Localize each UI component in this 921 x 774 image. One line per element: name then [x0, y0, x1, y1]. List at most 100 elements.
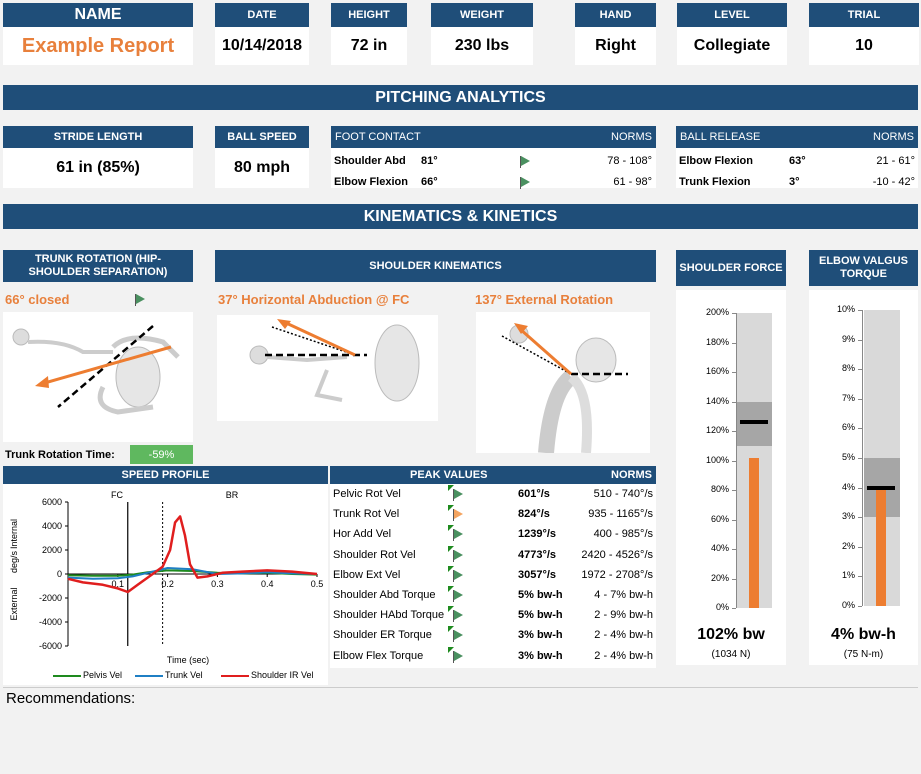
gauge-tick-label: 60% [710, 513, 729, 524]
shoulder-force-panel: 102% bw (1034 N) 200% 180% 160% 140% 120% 100… [676, 290, 786, 665]
peak-row-value: 824°/s [518, 508, 550, 521]
shoulder-force-header: SHOULDER FORCE [676, 250, 786, 286]
flag-icon [520, 177, 530, 189]
level-header: LEVEL [677, 3, 787, 27]
trunk-rotation-value: 66° closed [5, 292, 70, 307]
gauge-tick [732, 460, 736, 462]
fc-row-2-name: Elbow Flexion [334, 176, 408, 188]
elbow-valgus-target-marker [867, 485, 895, 490]
cell-indicator-icon [448, 525, 454, 532]
peak-row-name: Shoulder Rot Vel [333, 548, 416, 561]
shoulder-force-sub: (1034 N) [711, 649, 751, 660]
ball-speed-value: 80 mph [215, 148, 309, 188]
skeleton-top-view-image [12, 325, 180, 415]
flag-icon [453, 569, 463, 582]
y-tick-label: -2000 [39, 593, 62, 603]
shoulder-force-target-marker [740, 420, 768, 425]
br-row-2-value: 3° [789, 176, 800, 188]
fc-row-1-norm: 78 - 108° [607, 155, 652, 167]
elbow-valgus-panel: 4% bw-h (75 N-m) 10% 9% 8% 7% 6% 5% 4% 3% 2% 1% 0% [809, 290, 918, 665]
trunk-rotation-figure [3, 312, 193, 442]
peak-row-value: 601°/s [518, 488, 550, 500]
x-tick-label: 0.4 [261, 579, 274, 589]
cell-indicator-icon [448, 485, 454, 491]
gauge-tick [732, 313, 736, 314]
br-row-2-norm: -10 - 42° [872, 176, 915, 188]
external-rotation-figure [476, 312, 650, 454]
ball-release-label: BALL RELEASE [680, 131, 761, 143]
gauge-tick [732, 578, 736, 580]
skeleton-back-view-image [501, 323, 628, 454]
gauge-tick-label: 180% [705, 336, 729, 347]
peak-row-name: Shoulder ER Torque [333, 629, 432, 642]
ball-release-norms-label: NORMS [873, 131, 914, 143]
peak-values-norms-label: NORMS [611, 469, 652, 481]
recommendations-box[interactable]: Recommendations: [3, 687, 918, 771]
foot-contact-norms-label: NORMS [611, 131, 652, 143]
peak-row-norm: 2 - 4% bw-h [594, 649, 653, 662]
y-tick-label: 4000 [42, 521, 62, 531]
hand-value: Right [575, 27, 656, 65]
trunk-rotation-header: TRUNK ROTATION (HIP-SHOULDER SEPARATION) [3, 250, 193, 282]
legend-trunk-label: Trunk Vel [165, 670, 203, 680]
gauge-tick-label: 9% [841, 333, 855, 344]
x-tick-label: 0.1 [112, 579, 125, 589]
peak-row-name: Hor Add Vel [333, 528, 392, 541]
br-label: BR [226, 490, 239, 500]
gauge-tick-label: 8% [841, 363, 855, 374]
x-axis-label: Time (sec) [167, 655, 209, 665]
weight-header: WEIGHT [431, 3, 533, 27]
elbow-valgus-level-bar [876, 487, 886, 606]
hand-header: HAND [575, 3, 656, 27]
external-rotation-value: 137° External Rotation [475, 292, 614, 307]
horizontal-abduction-figure [217, 315, 438, 421]
kinematics-band: KINEMATICS & KINETICS [3, 204, 918, 229]
y-axis-label: deg/s [9, 550, 19, 573]
peak-row-name: Trunk Rot Vel [333, 508, 400, 521]
series-line-2 [67, 567, 318, 580]
gauge-tick-label: 0% [841, 600, 855, 610]
peak-row-norm: 510 - 740°/s [593, 488, 653, 500]
peak-row-norm: 1972 - 2708°/s [581, 568, 653, 581]
shoulder-force-level-bar [749, 457, 759, 608]
gauge-tick-label: 1% [841, 570, 855, 581]
elbow-valgus-value: 4% bw-h [831, 626, 896, 643]
gauge-tick [732, 372, 736, 373]
gauge-tick-label: 5% [841, 452, 855, 462]
cell-indicator-icon [448, 586, 454, 592]
peak-row-name: Elbow Flex Torque [333, 649, 424, 662]
peak-row-norm: 2 - 9% bw-h [594, 609, 653, 622]
elbow-valgus-header: ELBOW VALGUS TORQUE [809, 250, 918, 286]
gauge-tick [858, 458, 862, 459]
cell-indicator-icon [448, 646, 454, 653]
gauge-tick-label: 3% [841, 511, 855, 522]
gauge-tick [858, 398, 862, 400]
y-bottom-label: External [9, 587, 19, 620]
gauge-tick-label: 0% [715, 602, 729, 612]
pitching-analytics-band: PITCHING ANALYTICS [3, 85, 918, 110]
y-tick-label: 0 [57, 569, 62, 579]
legend-trunk-swatch [135, 675, 163, 677]
fc-row-1-name: Shoulder Abd [334, 155, 406, 167]
gauge-tick [732, 608, 736, 609]
br-row-1-name: Elbow Flexion [679, 155, 753, 167]
gauge-tick-label: 10% [836, 304, 855, 314]
speed-profile-header: SPEED PROFILE [3, 466, 328, 484]
gauge-tick [858, 517, 862, 519]
peak-row-value: 3% bw-h [518, 649, 563, 662]
foot-contact-table: Shoulder Abd 81° 78 - 108° Elbow Flexion… [331, 148, 656, 189]
weight-value: 230 lbs [431, 27, 533, 65]
gauge-tick-label: 6% [841, 422, 855, 433]
recommendations-label: Recommendations: [6, 690, 136, 707]
peak-row-value: 5% bw-h [518, 589, 563, 601]
y-tick-label: -6000 [39, 641, 62, 651]
speed-legend: Pelvis Vel Trunk Vel Shoulder IR Vel [3, 667, 328, 685]
legend-pelvis-label: Pelvis Vel [83, 670, 123, 680]
gauge-tick [858, 428, 862, 430]
trial-value: 10 [809, 27, 919, 65]
flag-icon [135, 294, 145, 306]
y-tick-label: 2000 [42, 545, 62, 555]
x-tick-label: 0.5 [311, 579, 324, 589]
gauge-tick [732, 431, 736, 432]
date-header: DATE [215, 3, 309, 27]
